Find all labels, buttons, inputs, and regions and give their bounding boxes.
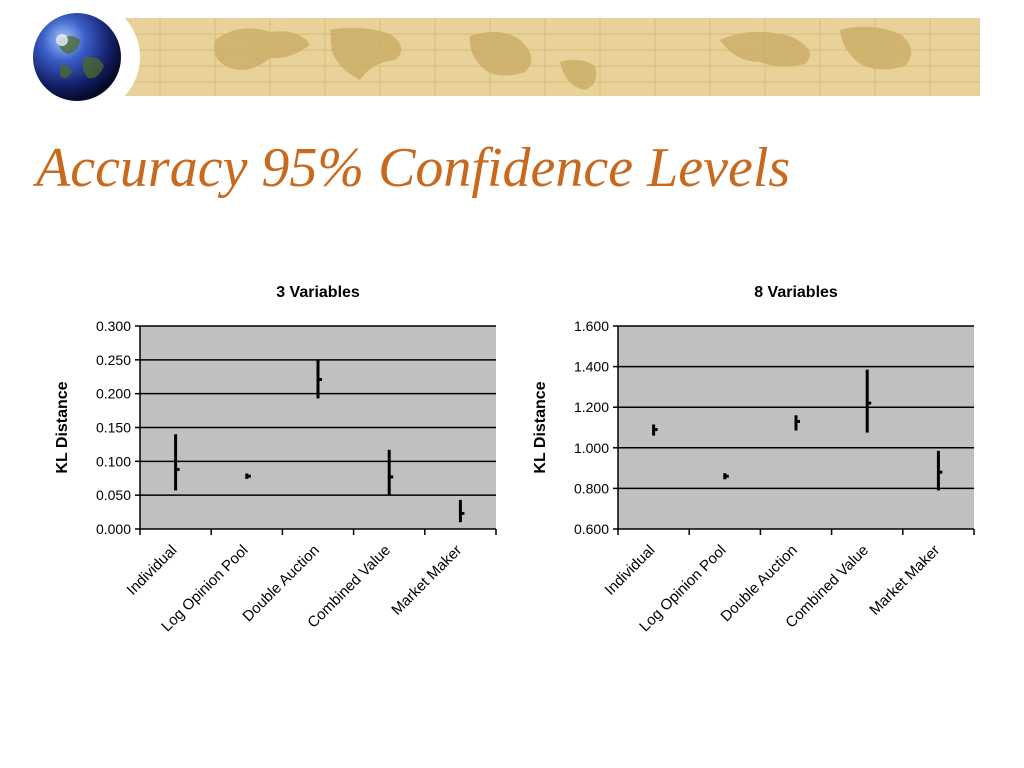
x-category-label: Market Maker <box>388 542 465 619</box>
y-tick-label: 1.600 <box>574 318 609 334</box>
chart-8-variables: 8 Variables 0.600 0.800 1.000 1.200 1.400 1.60… <box>532 284 975 635</box>
map-continents <box>214 26 912 90</box>
x-category-label: Market Maker <box>866 542 943 619</box>
y-axis-label: KL Distance <box>532 381 549 473</box>
y-tick-label: 1.000 <box>574 440 609 456</box>
header-banner <box>26 0 980 110</box>
globe-highlight <box>56 34 68 46</box>
y-tick-label: 0.250 <box>96 352 131 368</box>
y-tick-label: 0.800 <box>574 480 609 496</box>
y-tick-label: 1.400 <box>574 359 609 375</box>
chart-title: 8 Variables <box>754 284 838 301</box>
y-axis-label: KL Distance <box>54 381 71 473</box>
slide-title: Accuracy 95% Confidence Levels <box>36 137 791 199</box>
chart-title: 3 Variables <box>276 284 360 301</box>
chart-3-variables: 3 Variables 0.000 0.050 0.100 0.150 0.200 0.25… <box>54 284 497 635</box>
y-tick-label: 0.150 <box>96 420 131 436</box>
y-tick-label: 0.600 <box>574 521 609 537</box>
y-tick-label: 0.300 <box>96 318 131 334</box>
y-tick-label: 0.000 <box>96 521 131 537</box>
y-tick-label: 0.050 <box>96 487 131 503</box>
globe-icon <box>33 13 121 101</box>
x-category-label: Individual <box>124 542 181 599</box>
x-category-label: Individual <box>602 542 659 599</box>
y-tick-label: 0.200 <box>96 386 131 402</box>
y-tick-label: 1.200 <box>574 399 609 415</box>
y-tick-label: 0.100 <box>96 453 131 469</box>
